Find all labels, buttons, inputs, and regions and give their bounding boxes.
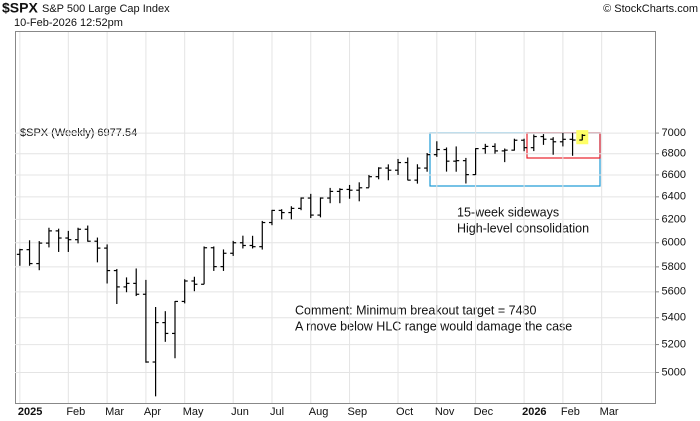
chart-subtitle: S&P 500 Large Cap Index xyxy=(42,3,170,15)
x-tick-label: Mar xyxy=(600,406,619,418)
x-tick-label: Sep xyxy=(348,406,368,418)
y-tick-label: 7000 xyxy=(662,127,686,139)
x-tick-label: Jul xyxy=(270,406,284,418)
y-tick-label: 6600 xyxy=(662,169,686,181)
y-tick-label: 5400 xyxy=(662,312,686,324)
x-tick-label: May xyxy=(183,406,204,418)
x-tick-label: 2025 xyxy=(18,406,42,418)
x-tick-label: Aug xyxy=(309,406,329,418)
source: © StockCharts.com xyxy=(603,3,698,15)
annotation: 15-week sideways xyxy=(457,205,559,219)
x-tick-label: Apr xyxy=(144,406,161,418)
x-tick-label: 2026 xyxy=(522,406,546,418)
x-tick-label: Nov xyxy=(435,406,455,418)
annotation: A move below HLC range would damage the … xyxy=(295,319,572,333)
chart-date: 10-Feb-2026 12:52pm xyxy=(14,17,123,29)
annotation: Comment: Minimum breakout target = 7480 xyxy=(295,303,536,317)
plot-frame xyxy=(15,31,656,404)
y-tick-label: 5000 xyxy=(662,366,686,378)
chart-title: $SPX xyxy=(2,0,38,16)
y-tick-label: 5600 xyxy=(662,286,686,298)
y-tick-label: 6200 xyxy=(662,213,686,225)
x-tick-label: Jun xyxy=(231,406,249,418)
x-tick-label: Dec xyxy=(474,406,494,418)
x-tick-label: Oct xyxy=(396,406,413,418)
y-tick-label: 6400 xyxy=(662,191,686,203)
x-tick-label: Feb xyxy=(66,406,85,418)
y-tick-label: 5200 xyxy=(662,338,686,350)
y-tick-label: 6000 xyxy=(662,237,686,249)
x-tick-label: Feb xyxy=(561,406,580,418)
x-tick-label: Mar xyxy=(105,406,124,418)
annotation: High-level consolidation xyxy=(457,221,589,235)
y-tick-label: 5800 xyxy=(662,261,686,273)
y-tick-label: 6800 xyxy=(662,148,686,160)
